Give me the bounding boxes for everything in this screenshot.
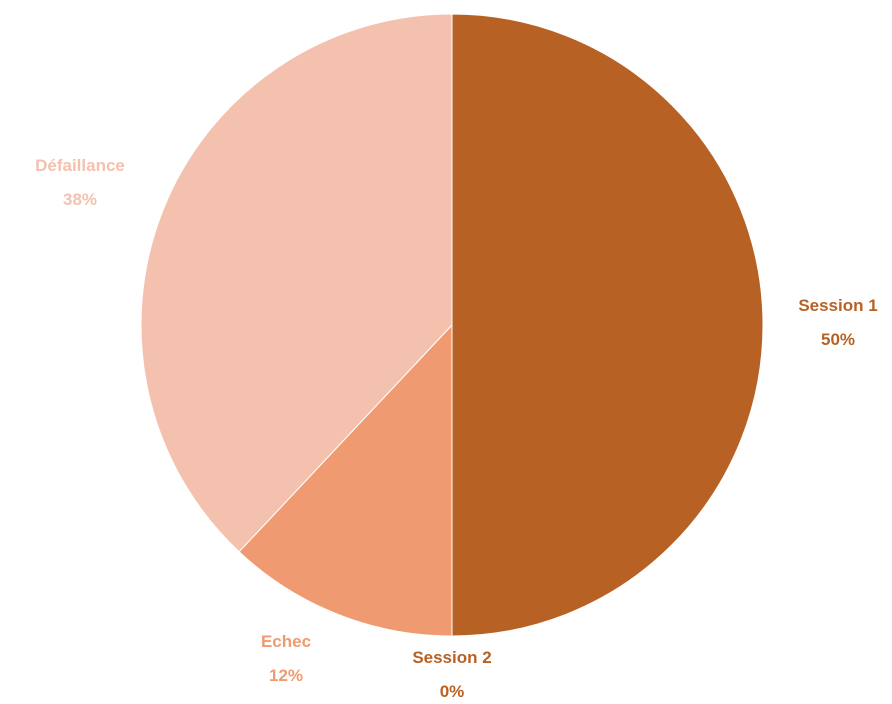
pie-slices: [140, 13, 764, 637]
slice-label-echec: Echec: [261, 632, 311, 651]
slice-label-defaillance: Défaillance: [35, 156, 125, 175]
slice-percent-echec: 12%: [269, 666, 303, 685]
slice-percent-session-2: 0%: [440, 682, 465, 701]
slice-percent-defaillance: 38%: [63, 190, 97, 209]
pie-slice-defaillance: [140, 13, 453, 553]
slice-label-session-1: Session 1: [798, 296, 877, 315]
slice-percent-session-1: 50%: [821, 330, 855, 349]
pie-slice-echec: [238, 323, 453, 637]
pie-slice-session-1: [451, 13, 764, 637]
slice-label-session-2: Session 2: [412, 648, 491, 667]
pie-labels: Session 1 50% Session 2 0% Echec 12% Défaillan…: [35, 156, 878, 701]
